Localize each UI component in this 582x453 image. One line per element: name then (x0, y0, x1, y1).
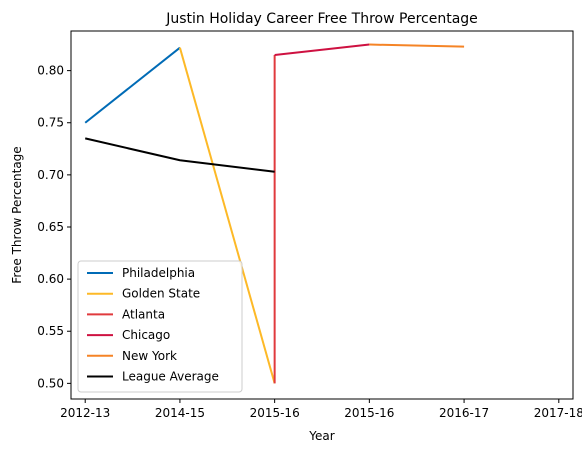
x-tick-label: 2017-18 (534, 406, 582, 420)
y-axis-label: Free Throw Percentage (10, 146, 24, 283)
series-line-philadelphia (84, 46, 181, 124)
x-tick-label: 2015-16 (344, 406, 394, 420)
legend-label-chicago: Chicago (122, 328, 170, 342)
legend-label-philadelphia: Philadelphia (122, 266, 195, 280)
legend-label-league-average: League Average (122, 370, 219, 384)
plot-frame (70, 30, 574, 400)
legend-label-new-york: New York (122, 349, 177, 363)
x-tick-label: 2012-13 (60, 406, 110, 420)
y-axis-ticks: 0.50 0.55 0.60 0.65 0.70 0.75 0.80 (37, 64, 71, 390)
series-line-golden-state (178, 47, 276, 384)
legend-items: Philadelphia Golden State Atlanta Chicago Ne… (87, 266, 219, 384)
x-tick-label: 2014-15 (155, 406, 205, 420)
x-tick-label: 2016-17 (439, 406, 489, 420)
x-tick-label: 2015-16 (250, 406, 300, 420)
chart-title: Justin Holiday Career Free Throw Percent… (165, 11, 478, 27)
y-tick-label: 0.80 (37, 64, 64, 78)
series-line-new-york (369, 43, 465, 48)
y-tick-label: 0.55 (37, 324, 64, 338)
legend-label-golden-state: Golden State (122, 287, 200, 301)
x-axis-ticks: 2012-13 2014-15 2015-16 2015-16 2016-17 2017-… (60, 399, 582, 420)
legend-label-atlanta: Atlanta (122, 307, 165, 321)
series-layer (84, 43, 465, 384)
y-tick-label: 0.75 (37, 116, 64, 130)
y-tick-label: 0.50 (37, 376, 64, 390)
series-line-league-average (84, 137, 275, 173)
y-tick-label: 0.60 (37, 272, 64, 286)
y-tick-label: 0.65 (37, 220, 64, 234)
legend: Philadelphia Golden State Atlanta Chicago Ne… (77, 260, 243, 393)
series-line-chicago (274, 43, 370, 56)
x-axis-label: Year (308, 429, 334, 443)
y-tick-label: 0.70 (37, 168, 64, 182)
legend-box (77, 260, 243, 393)
